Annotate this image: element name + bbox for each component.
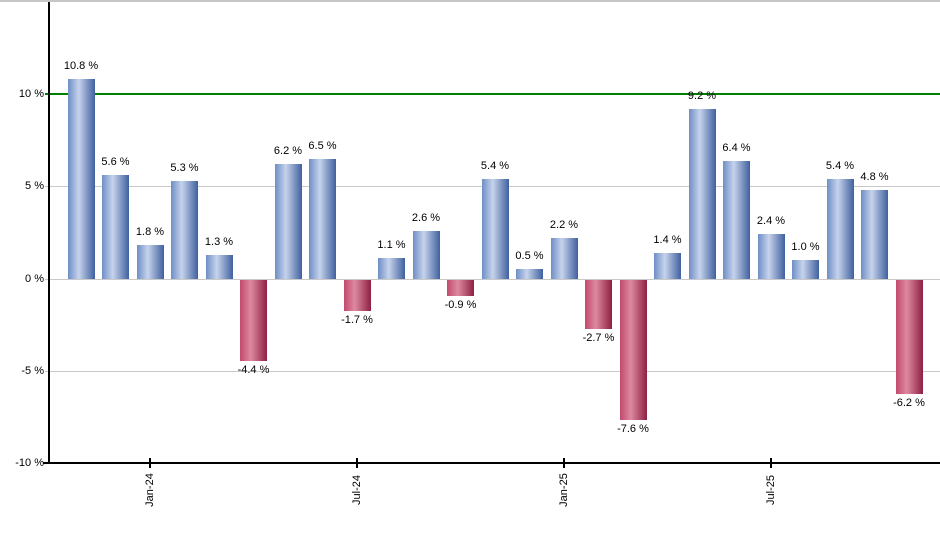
bar-value-label: 6.5 % — [308, 139, 337, 152]
bar-value-label: 5.4 % — [480, 160, 510, 173]
bar — [412, 230, 440, 279]
bar — [619, 279, 647, 420]
x-axis-tick-label: Jul-24 — [351, 475, 363, 505]
bar-value-label: 1.3 % — [204, 235, 234, 248]
bar — [67, 79, 95, 279]
bar-value-label: 6.2 % — [273, 145, 303, 158]
y-axis-tick-label: -10 % — [15, 457, 44, 469]
bar — [378, 258, 405, 279]
x-axis-tick-label: Jan-24 — [144, 473, 156, 507]
bar — [343, 279, 371, 311]
y-axis-line — [48, 2, 50, 463]
bar-value-label: 5.4 % — [825, 160, 855, 173]
bar-value-label: 1.0 % — [791, 241, 820, 254]
bar-value-label: 4.8 % — [860, 171, 889, 184]
bar-value-label: 1.8 % — [135, 226, 165, 239]
bar — [102, 175, 129, 279]
y-gridline — [45, 278, 940, 280]
bar-value-label: -0.9 % — [444, 299, 477, 312]
bar-value-label: 1.1 % — [377, 239, 406, 252]
y-axis-tick-label: 0 % — [25, 272, 44, 285]
bar — [550, 238, 578, 279]
bar-value-label: -7.6 % — [617, 422, 649, 435]
bar — [136, 245, 164, 279]
x-axis-tick-label: Jul-25 — [765, 475, 777, 505]
bar — [240, 279, 267, 361]
x-axis-tick — [149, 458, 151, 468]
bar-value-label: 10.8 % — [63, 60, 99, 73]
bar-value-label: -6.2 % — [893, 396, 925, 409]
y-axis-tick-label: 10 % — [18, 88, 44, 101]
bar — [481, 179, 509, 279]
x-axis-tick — [563, 458, 565, 468]
bar — [826, 179, 854, 279]
bar — [205, 254, 233, 279]
bar-value-label: 2.2 % — [549, 219, 579, 232]
bar — [516, 269, 543, 279]
chart-top-border — [0, 0, 940, 2]
bar — [309, 158, 336, 279]
bar-value-label: 2.4 % — [756, 215, 786, 228]
bar — [688, 108, 716, 279]
bar — [723, 160, 750, 279]
x-axis-line — [43, 462, 940, 464]
bar-value-label: -2.7 % — [582, 332, 615, 345]
bar — [171, 180, 198, 279]
bar-value-label: 2.6 % — [411, 211, 441, 224]
bar — [757, 234, 785, 279]
bar — [861, 190, 888, 279]
reference-line-10pct — [45, 93, 940, 96]
bar-value-label: -1.7 % — [341, 313, 373, 326]
y-axis-tick-label: 5 % — [25, 180, 44, 193]
bar-value-label: 6.4 % — [722, 141, 751, 154]
bar — [895, 279, 923, 394]
y-gridline — [45, 370, 940, 372]
bar-value-label: 0.5 % — [515, 250, 544, 263]
bar — [654, 252, 681, 279]
bar-value-label: 1.4 % — [653, 233, 682, 246]
bar — [447, 279, 474, 297]
x-axis-tick — [356, 458, 358, 468]
x-axis-tick-label: Jan-25 — [558, 473, 570, 507]
bar-value-label: 9.2 % — [687, 89, 717, 102]
bar — [274, 164, 302, 279]
x-axis-tick — [770, 458, 772, 468]
bar — [792, 260, 819, 279]
bar-value-label: 5.6 % — [101, 156, 130, 169]
bar-value-label: 5.3 % — [170, 161, 199, 174]
bar — [585, 279, 612, 330]
y-axis-tick-label: -5 % — [21, 364, 44, 377]
bar-value-label: -4.4 % — [237, 363, 270, 376]
